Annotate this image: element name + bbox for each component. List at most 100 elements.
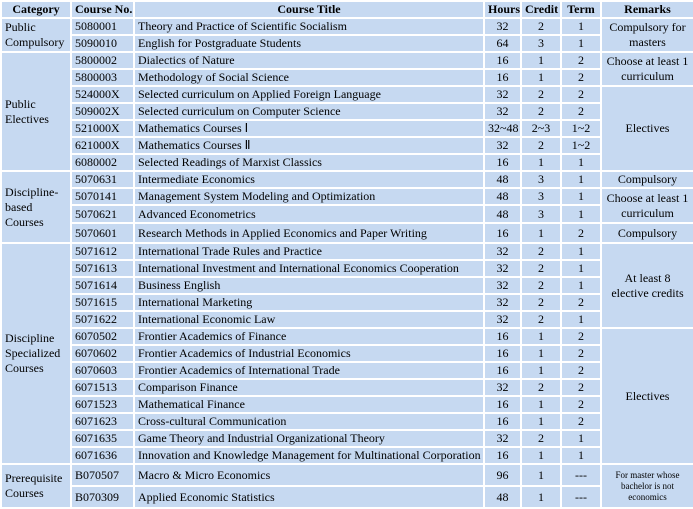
column-header: Remarks <box>600 0 693 19</box>
credit: 2 <box>520 293 562 312</box>
course-row: 6071523 Mathematical Finance 16 1 2 <box>1 395 693 414</box>
credit: 1 <box>520 222 562 244</box>
category: Prerequisite Courses <box>0 463 72 509</box>
course-title: International Trade Rules and Practice <box>133 242 485 261</box>
course-no: 6070603 <box>70 361 135 380</box>
credit: 2 <box>520 310 562 329</box>
term: 1~2 <box>560 136 602 155</box>
hours: 48 <box>483 485 522 509</box>
course-title: Methodology of Social Science <box>133 68 485 87</box>
hours: 32 <box>483 259 522 278</box>
hours: 32 <box>483 242 522 261</box>
column-header: Course Title <box>133 0 485 19</box>
course-row: 5800003 Methodology of Social Science 16 1 2 <box>1 68 693 87</box>
term: 2 <box>560 51 602 70</box>
course-row: 524000X Selected curriculum on Applied Fo… <box>1 85 693 172</box>
hours: 48 <box>483 204 522 224</box>
course-title: International Economic Law <box>133 310 485 329</box>
category: Public Electives <box>0 51 72 172</box>
course-row: 5071622 International Economic Law 32 2 1 <box>1 310 693 329</box>
term: 1 <box>560 187 602 206</box>
course-title: Game Theory and Industrial Organizationa… <box>133 429 485 448</box>
course-no: 5070601 <box>70 222 135 244</box>
credit: 2~3 <box>520 119 562 138</box>
credit: 2 <box>520 136 562 155</box>
course-no: 5800003 <box>70 68 135 87</box>
course-no: 6071623 <box>70 412 135 431</box>
term: 1 <box>560 34 602 53</box>
hours: 16 <box>483 412 522 431</box>
remark: At least 8 elective credits <box>600 242 693 329</box>
hours: 48 <box>483 170 522 189</box>
course-title: Business English <box>133 276 485 295</box>
course-row: 5071613 International Investment and Inte… <box>1 259 693 278</box>
course-no: 5071614 <box>70 276 135 295</box>
course-title: Cross-cultural Communication <box>133 412 485 431</box>
course-row: 621000X Mathematics Courses Ⅱ 32 2 1~2 <box>1 136 693 155</box>
credit: 2 <box>520 378 562 397</box>
hours: 32 <box>483 17 522 36</box>
credit: 2 <box>520 429 562 448</box>
course-no: 5071612 <box>70 242 135 261</box>
course-no: 509002X <box>70 102 135 121</box>
header-row: Category Course No. Course Title Hours Credi… <box>0 0 693 19</box>
course-title: Frontier Academics of Industrial Economi… <box>133 344 485 363</box>
term: 2 <box>560 395 602 414</box>
credit: 3 <box>520 204 562 224</box>
category: Public Compulsory <box>0 17 72 53</box>
course-title: Advanced Econometrics <box>133 204 485 224</box>
credit: 2 <box>520 17 562 36</box>
course-row: Discipline Specialized Courses 5071612 Int… <box>0 242 693 465</box>
course-row: Prerequisite Courses B070507 Macro & Micro… <box>0 463 693 509</box>
term: 1 <box>560 446 602 465</box>
course-row: B070309 Applied Economic Statistics 48 1 --- <box>1 485 693 509</box>
hours: 32~48 <box>483 119 522 138</box>
term: 2 <box>560 361 602 380</box>
term: 1~2 <box>560 119 602 138</box>
course-no: 6070502 <box>70 327 135 346</box>
hours: 32 <box>483 85 522 104</box>
course-row: 5070621 Advanced Econometrics 48 3 1 <box>1 204 693 224</box>
credit: 1 <box>520 485 562 509</box>
credit: 1 <box>520 344 562 363</box>
remark: For master whose bachelor is not economi… <box>600 463 693 509</box>
course-no: 5070631 <box>70 170 135 189</box>
course-row: 6070603 Frontier Academics of Internation… <box>1 361 693 380</box>
table-body: Public Compulsory 5080001 Theory and Pract… <box>0 17 693 509</box>
course-title: English for Postgraduate Students <box>133 34 485 53</box>
term: 1 <box>560 429 602 448</box>
course-title: Selected Readings of Marxist Classics <box>133 153 485 172</box>
course-no: 5071613 <box>70 259 135 278</box>
credit: 2 <box>520 259 562 278</box>
course-no: 5090010 <box>70 34 135 53</box>
term: 2 <box>560 85 602 104</box>
course-row: 6071636 Innovation and Knowledge Manageme… <box>1 446 693 465</box>
course-title: Mathematics Courses Ⅰ <box>133 119 485 138</box>
course-row: Public Compulsory 5080001 Theory and Pract… <box>0 17 693 53</box>
course-no: 5080001 <box>70 17 135 36</box>
course-title: Frontier Academics of International Trad… <box>133 361 485 380</box>
course-title: International Investment and Internation… <box>133 259 485 278</box>
remark: Choose at least 1 curriculum <box>600 187 693 224</box>
credit: 1 <box>520 395 562 414</box>
remark: Compulsory for masters <box>600 17 693 53</box>
hours: 96 <box>483 463 522 487</box>
hours: 16 <box>483 344 522 363</box>
course-no: 6070602 <box>70 344 135 363</box>
credit: 3 <box>520 187 562 206</box>
term: 2 <box>560 293 602 312</box>
course-no: 6071636 <box>70 446 135 465</box>
course-no: 521000X <box>70 119 135 138</box>
course-title: Research Methods in Applied Economics an… <box>133 222 485 244</box>
term: 2 <box>560 327 602 346</box>
course-title: Applied Economic Statistics <box>133 485 485 509</box>
course-no: 6080002 <box>70 153 135 172</box>
course-title: Comparison Finance <box>133 378 485 397</box>
remark: Electives <box>600 85 693 172</box>
term: 1 <box>560 276 602 295</box>
course-title: Selected curriculum on Applied Foreign L… <box>133 85 485 104</box>
hours: 32 <box>483 378 522 397</box>
course-row: Discipline-based Courses 5070631 Intermedi… <box>0 170 693 244</box>
term: 1 <box>560 170 602 189</box>
